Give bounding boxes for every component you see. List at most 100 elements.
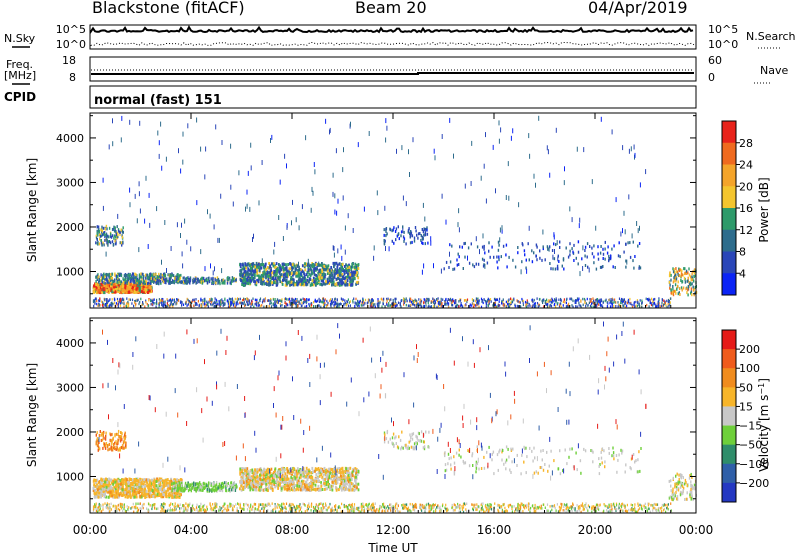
data-cell (451, 301, 453, 305)
data-cell (584, 245, 587, 249)
data-cell (516, 304, 518, 308)
data-cell (612, 265, 614, 269)
data-cell (344, 301, 346, 305)
data-cell (140, 488, 143, 492)
data-cell (165, 492, 167, 496)
data-cell (121, 243, 123, 247)
data-cell (120, 291, 123, 295)
data-cell (581, 257, 583, 261)
data-cell (514, 265, 517, 269)
data-cell (122, 491, 125, 495)
data-cell (467, 246, 470, 250)
data-cell (682, 273, 684, 277)
data-cell (312, 276, 315, 280)
data-cell (502, 304, 504, 307)
data-cell (477, 297, 479, 300)
data-cell (290, 271, 293, 275)
data-cell (213, 281, 215, 284)
data-cell (129, 287, 133, 291)
data-cell (602, 252, 605, 256)
data-cell (384, 305, 386, 308)
data-cell (560, 298, 562, 302)
data-cell (578, 297, 580, 300)
data-cell (569, 249, 571, 253)
data-cell (117, 283, 120, 287)
data-cell (110, 491, 113, 495)
data-cell (322, 280, 325, 284)
data-cell (177, 479, 180, 483)
data-cell (270, 298, 272, 301)
data-cell (589, 245, 591, 248)
data-cell (364, 302, 366, 305)
data-cell (658, 297, 660, 300)
data-cell (340, 266, 343, 270)
data-cell (493, 297, 496, 301)
data-cell (103, 243, 105, 247)
data-cell (182, 303, 185, 306)
data-cell (313, 273, 316, 277)
data-cell (182, 131, 184, 137)
data-cell (542, 229, 544, 235)
data-cell (403, 301, 405, 305)
data-cell (153, 491, 155, 495)
data-cell (263, 298, 265, 301)
data-cell (683, 276, 686, 280)
data-cell (113, 301, 115, 305)
data-cell (630, 146, 632, 152)
data-cell (688, 267, 690, 271)
data-cell (235, 304, 237, 307)
data-cell (507, 161, 509, 167)
data-cell (337, 302, 339, 305)
data-cell (622, 304, 624, 307)
data-cell (128, 304, 130, 307)
data-cell (678, 291, 680, 295)
data-cell (591, 179, 593, 185)
data-cell (363, 206, 365, 212)
data-cell (369, 304, 371, 308)
data-cell (345, 303, 347, 307)
data-cell (304, 300, 306, 304)
data-cell (103, 272, 105, 276)
data-cell (478, 300, 480, 303)
data-cell (448, 302, 450, 305)
data-cell (126, 302, 128, 305)
data-cell (445, 260, 448, 264)
data-cell (108, 280, 110, 284)
data-cell (294, 272, 297, 275)
data-cell (260, 279, 262, 283)
data-cell (647, 298, 649, 301)
data-cell (453, 299, 455, 303)
data-cell (486, 261, 489, 265)
data-cell (97, 495, 100, 499)
data-cell (386, 303, 388, 306)
data-cell (142, 494, 145, 497)
data-cell (129, 298, 131, 301)
data-cell (411, 299, 413, 302)
data-cell (123, 302, 125, 306)
data-cell (106, 276, 108, 279)
data-cell (98, 242, 101, 246)
data-cell (356, 280, 359, 284)
data-cell (118, 287, 121, 291)
data-cell (677, 292, 679, 296)
data-cell (269, 264, 271, 268)
data-cell (494, 301, 496, 305)
data-cell (394, 300, 396, 303)
data-cell (667, 298, 670, 302)
colorbar-bin (722, 186, 736, 209)
data-cell (292, 283, 295, 287)
data-cell (159, 279, 162, 283)
colorbar-bin (722, 164, 736, 187)
data-cell (130, 289, 133, 293)
data-cell (564, 300, 566, 304)
data-cell (624, 300, 626, 303)
data-cell (395, 238, 397, 242)
data-cell (564, 166, 565, 172)
data-cell (433, 302, 435, 306)
data-cell (286, 275, 288, 279)
data-cell (356, 274, 359, 278)
data-cell (631, 303, 633, 307)
data-cell (502, 244, 505, 248)
data-cell (241, 274, 244, 278)
data-cell (694, 291, 696, 295)
